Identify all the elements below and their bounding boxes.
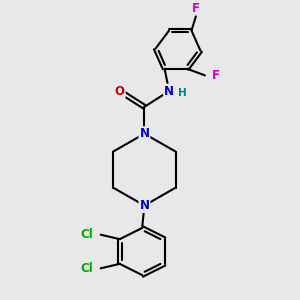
Text: F: F [212, 69, 220, 82]
Text: O: O [115, 85, 125, 98]
Text: N: N [164, 85, 174, 98]
Text: Cl: Cl [81, 262, 94, 275]
Text: N: N [140, 199, 149, 212]
Text: Cl: Cl [81, 228, 94, 241]
Text: F: F [192, 2, 200, 15]
Text: N: N [140, 127, 149, 140]
Text: H: H [178, 88, 187, 98]
